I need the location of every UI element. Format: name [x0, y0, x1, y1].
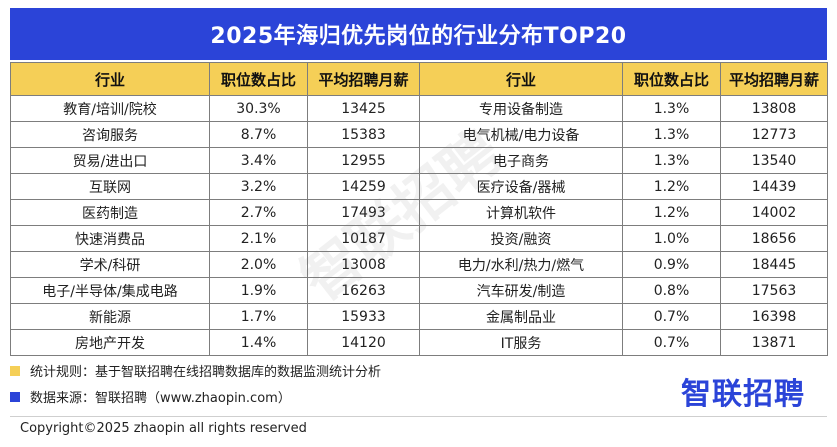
industry-cell: 医药制造 [10, 199, 210, 226]
salary-cell: 10187 [307, 225, 420, 252]
table-row: 贸易/进出口 3.4% 12955 电子商务 1.3% 13540 [10, 147, 828, 174]
industry-cell: 咨询服务 [10, 121, 210, 148]
industry-cell: 贸易/进出口 [10, 147, 210, 174]
page-title: 2025年海归优先岗位的行业分布TOP20 [10, 8, 827, 60]
salary-cell: 18656 [720, 225, 828, 252]
share-cell: 2.7% [209, 199, 308, 226]
table-row: 电子/半导体/集成电路 1.9% 16263 汽车研发/制造 0.8% 17563 [10, 277, 828, 304]
share-cell: 0.8% [622, 277, 721, 304]
industry-cell: 新能源 [10, 303, 210, 330]
share-cell: 1.3% [622, 121, 721, 148]
brand-logo: 智联招聘 [681, 377, 805, 412]
salary-cell: 17493 [307, 199, 420, 226]
industry-cell: 学术/科研 [10, 251, 210, 278]
share-cell: 1.9% [209, 277, 308, 304]
blue-square-icon [10, 391, 20, 402]
note-source: 数据来源：智联招聘（www.zhaopin.com） [10, 387, 291, 406]
salary-cell: 13540 [720, 147, 828, 174]
industry-cell: 汽车研发/制造 [419, 277, 623, 304]
note-rule-text: 统计规则：基于智联招聘在线招聘数据库的数据监测统计分析 [30, 365, 382, 380]
salary-cell: 14259 [307, 173, 420, 200]
salary-cell: 16263 [307, 277, 420, 304]
share-cell: 0.9% [622, 251, 721, 278]
industry-cell: 快速消费品 [10, 225, 210, 252]
share-cell: 2.1% [209, 225, 308, 252]
industry-table: 行业 职位数占比 平均招聘月薪 行业 职位数占比 平均招聘月薪 教育/培训/院校… [10, 62, 828, 356]
table-row: 咨询服务 8.7% 15383 电气机械/电力设备 1.3% 12773 [10, 121, 828, 148]
share-cell: 1.4% [209, 329, 308, 356]
salary-cell: 18445 [720, 251, 828, 278]
salary-cell: 16398 [720, 303, 828, 330]
divider [10, 416, 827, 417]
industry-cell: 电子/半导体/集成电路 [10, 277, 210, 304]
salary-cell: 15933 [307, 303, 420, 330]
copyright-footer: Copyright©2025 zhaopin all rights reserv… [20, 421, 307, 436]
salary-cell: 13808 [720, 95, 828, 122]
share-cell: 1.0% [622, 225, 721, 252]
table-row: 学术/科研 2.0% 13008 电力/水利/热力/燃气 0.9% 18445 [10, 251, 828, 278]
table-row: 医药制造 2.7% 17493 计算机软件 1.2% 14002 [10, 199, 828, 226]
column-header-salary: 平均招聘月薪 [307, 62, 420, 96]
table-row: 房地产开发 1.4% 14120 IT服务 0.7% 13871 [10, 329, 828, 356]
salary-cell: 13425 [307, 95, 420, 122]
share-cell: 8.7% [209, 121, 308, 148]
share-cell: 1.3% [622, 147, 721, 174]
share-cell: 30.3% [209, 95, 308, 122]
industry-cell: 电力/水利/热力/燃气 [419, 251, 623, 278]
industry-cell: 专用设备制造 [419, 95, 623, 122]
table-row: 快速消费品 2.1% 10187 投资/融资 1.0% 18656 [10, 225, 828, 252]
salary-cell: 12955 [307, 147, 420, 174]
industry-cell: 教育/培训/院校 [10, 95, 210, 122]
table-row: 新能源 1.7% 15933 金属制品业 0.7% 16398 [10, 303, 828, 330]
share-cell: 3.4% [209, 147, 308, 174]
column-header-industry: 行业 [10, 62, 210, 96]
salary-cell: 13871 [720, 329, 828, 356]
share-cell: 1.2% [622, 173, 721, 200]
industry-cell: 医疗设备/器械 [419, 173, 623, 200]
salary-cell: 13008 [307, 251, 420, 278]
column-header-share: 职位数占比 [622, 62, 721, 96]
industry-cell: 电子商务 [419, 147, 623, 174]
share-cell: 0.7% [622, 303, 721, 330]
industry-cell: 房地产开发 [10, 329, 210, 356]
yellow-square-icon [10, 365, 20, 376]
table-body: 教育/培训/院校 30.3% 13425 专用设备制造 1.3% 13808 咨询服务 8.7… [10, 95, 828, 356]
table-header: 行业 职位数占比 平均招聘月薪 行业 职位数占比 平均招聘月薪 [10, 62, 828, 96]
salary-cell: 12773 [720, 121, 828, 148]
table-row: 互联网 3.2% 14259 医疗设备/器械 1.2% 14439 [10, 173, 828, 200]
column-header-share: 职位数占比 [209, 62, 308, 96]
table-header-row: 行业 职位数占比 平均招聘月薪 行业 职位数占比 平均招聘月薪 [10, 62, 828, 96]
share-cell: 1.3% [622, 95, 721, 122]
salary-cell: 14439 [720, 173, 828, 200]
column-header-salary: 平均招聘月薪 [720, 62, 828, 96]
salary-cell: 15383 [307, 121, 420, 148]
industry-cell: 互联网 [10, 173, 210, 200]
industry-cell: 投资/融资 [419, 225, 623, 252]
salary-cell: 14002 [720, 199, 828, 226]
industry-cell: IT服务 [419, 329, 623, 356]
industry-cell: 计算机软件 [419, 199, 623, 226]
share-cell: 1.7% [209, 303, 308, 330]
share-cell: 2.0% [209, 251, 308, 278]
column-header-industry: 行业 [419, 62, 623, 96]
table-row: 教育/培训/院校 30.3% 13425 专用设备制造 1.3% 13808 [10, 95, 828, 122]
salary-cell: 17563 [720, 277, 828, 304]
notes-section: 统计规则：基于智联招聘在线招聘数据库的数据监测统计分析 数据来源：智联招聘（ww… [10, 351, 827, 415]
industry-cell: 电气机械/电力设备 [419, 121, 623, 148]
note-rule: 统计规则：基于智联招聘在线招聘数据库的数据监测统计分析 [10, 361, 381, 380]
note-source-text: 数据来源：智联招聘（www.zhaopin.com） [30, 391, 291, 406]
share-cell: 1.2% [622, 199, 721, 226]
industry-cell: 金属制品业 [419, 303, 623, 330]
share-cell: 3.2% [209, 173, 308, 200]
